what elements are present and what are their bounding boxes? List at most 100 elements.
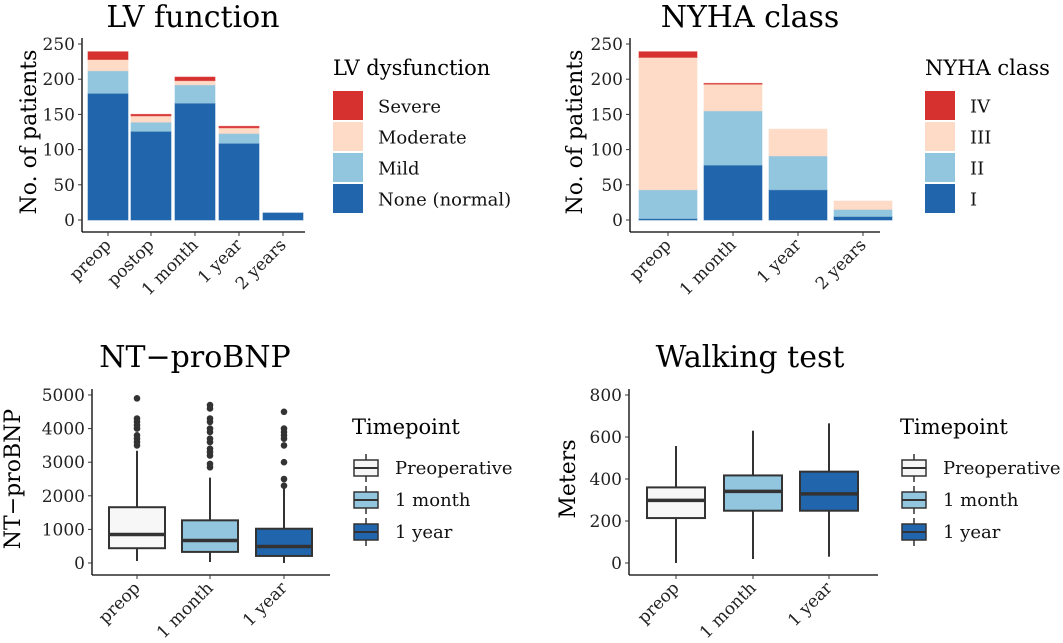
bar-segment-none-normal- xyxy=(87,92,129,221)
y-tick-label: 0 xyxy=(64,211,75,231)
x-tick-label: 1 year xyxy=(239,578,292,631)
bar-segment-mild xyxy=(174,84,216,104)
x-tick-label: 2 years xyxy=(812,235,871,294)
outlier-point xyxy=(280,425,288,432)
outlier-point xyxy=(280,442,288,449)
x-tick-label: preop xyxy=(95,578,145,628)
chart-title: LV function xyxy=(106,0,279,35)
y-tick-label: 0 xyxy=(74,554,85,574)
y-tick-label: 100 xyxy=(591,141,623,161)
y-tick-label: 4000 xyxy=(42,420,85,440)
legend-item: 1 month xyxy=(901,486,1019,514)
legend-item: I xyxy=(925,184,977,213)
legend-item: Preoperative xyxy=(353,454,513,482)
bar-segment-none-normal- xyxy=(174,102,216,221)
bar-segment-iii xyxy=(833,200,893,210)
x-tick-label: 1 month xyxy=(676,235,741,300)
y-axis-label: NT−proBNP xyxy=(1,409,26,550)
y-tick-label: 0 xyxy=(612,211,623,231)
bar-segment-ii xyxy=(833,208,893,217)
outlier-point xyxy=(206,445,214,453)
outlier-point xyxy=(280,475,288,483)
legend-item: Severe xyxy=(333,91,441,120)
chart-title: NT−proBNP xyxy=(99,340,290,375)
bar-segment-none-normal- xyxy=(218,142,260,221)
legend-key xyxy=(925,122,955,151)
legend-item: Preoperative xyxy=(901,454,1061,482)
y-tick-label: 50 xyxy=(53,176,75,196)
y-tick-label: 200 xyxy=(591,70,623,90)
bar-segment-mild xyxy=(87,70,129,94)
y-tick-label: 50 xyxy=(601,176,623,196)
bar-segment-iv xyxy=(638,51,698,58)
legend-item: III xyxy=(925,122,991,151)
legend-label: Moderate xyxy=(378,128,467,149)
outlier-point xyxy=(280,482,288,490)
y-tick-label: 800 xyxy=(590,386,622,406)
box xyxy=(646,486,706,520)
bar-segment-none-normal- xyxy=(262,212,304,221)
bar-segment-severe xyxy=(130,113,172,117)
legend-item: Mild xyxy=(333,153,419,182)
x-tick-label: 1 year xyxy=(784,578,837,631)
bar-segment-moderate xyxy=(130,115,172,123)
bar-segment-iii xyxy=(638,56,698,191)
y-tick-label: 0 xyxy=(611,554,622,574)
legend-label: III xyxy=(970,128,991,149)
legend-label: Preoperative xyxy=(395,458,513,479)
bar-segment-moderate xyxy=(218,127,260,134)
chart-title: NYHA class xyxy=(661,0,840,35)
outlier-point xyxy=(133,395,141,402)
legend-key xyxy=(925,184,955,213)
bar-segment-i xyxy=(768,189,828,221)
legend-item: None (normal) xyxy=(333,184,511,213)
legend-key xyxy=(925,91,955,120)
legend-label: II xyxy=(970,159,984,180)
y-tick-label: 200 xyxy=(43,70,75,90)
y-tick-label: 3000 xyxy=(42,453,85,473)
legend-label: 1 month xyxy=(395,490,471,511)
outlier-point xyxy=(206,425,214,432)
x-tick-label: 1 month xyxy=(153,578,218,643)
legend-label: Mild xyxy=(378,159,419,180)
bar-segment-iii xyxy=(703,83,763,112)
outlier-point xyxy=(206,460,214,468)
panel-2: NT−proBNP NT−proBNP 0 1000 2000 3000 4000 5000 p… xyxy=(1,340,513,643)
bar-segment-moderate xyxy=(174,80,216,86)
y-tick-label: 1000 xyxy=(42,520,85,540)
legend-label: None (normal) xyxy=(378,190,511,211)
y-axis-label: Meters xyxy=(556,439,581,518)
legend-label: Preoperative xyxy=(943,458,1061,479)
panel-0: LV function No. of patients 0 50 100 150 200 25… xyxy=(17,0,511,300)
legend-key xyxy=(333,91,363,120)
y-tick-label: 250 xyxy=(591,35,623,55)
bar-segment-ii xyxy=(638,189,698,220)
outlier-point xyxy=(280,458,288,466)
y-tick-label: 200 xyxy=(590,512,622,532)
bar-segment-severe xyxy=(174,76,216,82)
y-tick-label: 100 xyxy=(43,141,75,161)
chart-title: Walking test xyxy=(656,340,845,375)
bar-segment-i xyxy=(703,164,763,221)
x-tick-label: 1 month xyxy=(696,578,761,643)
y-axis-label: No. of patients xyxy=(17,50,42,215)
legend-label: I xyxy=(970,190,977,211)
bar-segment-iii xyxy=(768,128,828,157)
legend-title: Timepoint xyxy=(900,415,1008,439)
bar-segment-severe xyxy=(87,51,129,60)
outlier-point xyxy=(133,432,141,439)
bar-segment-i xyxy=(833,215,893,221)
legend-title: NYHA class xyxy=(925,56,1050,80)
box xyxy=(108,506,166,550)
legend-label: 1 month xyxy=(943,490,1019,511)
bar-segment-severe xyxy=(218,125,260,129)
y-tick-label: 250 xyxy=(43,35,75,55)
bar-segment-none-normal- xyxy=(130,130,172,221)
y-tick-label: 600 xyxy=(590,428,622,448)
legend-label: 1 year xyxy=(395,522,453,543)
x-tick-label: preop xyxy=(634,578,684,628)
outlier-point xyxy=(133,415,141,422)
legend-label: 1 year xyxy=(943,522,1001,543)
legend-item: 1 year xyxy=(353,518,453,546)
